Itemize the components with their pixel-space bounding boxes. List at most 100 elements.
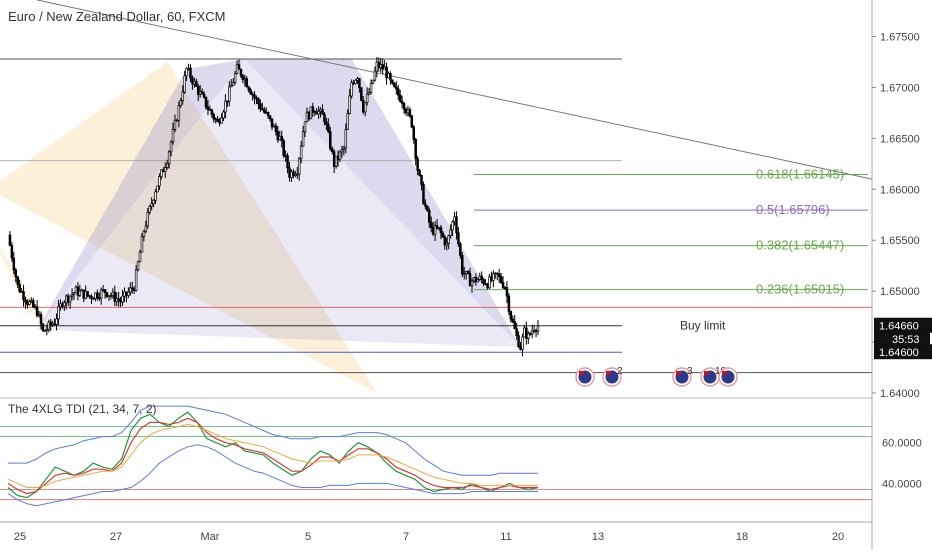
candle-body [503,287,507,289]
candle-body [82,289,85,299]
candle-body [216,118,219,122]
candle-body [449,229,452,237]
candle-body [305,111,309,123]
x-tick-label: 11 [500,531,511,543]
candle-body [420,174,423,185]
candle-body [517,335,520,348]
candle-body [290,171,293,178]
candle-body [109,295,113,297]
tdi-y-tick-label: 60.0000 [882,438,922,450]
candle-body [183,75,186,93]
candle-body [51,323,54,326]
nz-flag-icon[interactable] [718,367,738,387]
y-tick-label: 1.65000 [880,286,920,298]
candle-body [284,155,287,157]
marker-count: 3 [687,366,693,377]
candle-body [360,87,363,101]
candle-body [501,282,505,288]
candle-body [99,289,103,299]
candle-body [41,323,45,331]
candle-body [435,225,439,229]
y-tick-label: 1.66000 [880,184,920,196]
candle-body [72,292,76,295]
marker-flag-canton [676,371,681,375]
price-tag-label: 1.64660 [879,321,919,333]
candle-body [497,273,501,277]
candle-body [134,269,138,291]
candle-body [464,271,468,274]
candle-body [132,288,136,291]
x-tick-label: 25 [14,531,26,543]
candle-body [358,78,361,89]
candle-body [422,184,425,205]
candle-body [43,329,47,332]
candle-body [22,291,25,301]
candle-body [113,291,117,302]
candle-body [189,67,192,79]
candle-body [532,330,536,332]
candle-body [495,272,499,275]
candle-body [264,111,268,114]
candle-body [200,91,204,95]
candle-body [303,121,307,133]
candle-body [346,113,349,130]
candle-body [362,99,365,113]
candle-body [319,109,322,112]
x-tick-label: 27 [110,531,122,543]
candle-body [160,169,163,177]
candle-body [33,306,37,309]
x-tick-label: 5 [305,531,311,543]
candle-body [249,89,252,95]
trendline [37,0,873,180]
candle-body [334,155,338,167]
candle-body [513,321,516,330]
candle-body [505,287,509,297]
nz-flag-icon[interactable]: 3 [672,366,693,387]
candle-body [127,291,130,296]
candle-body [171,128,175,143]
chart-title: Euro / New Zealand Dollar, 60, FXCM [8,9,225,24]
candle-body [84,291,87,299]
candle-body [344,129,348,149]
candle-body [509,311,513,320]
candle-body [30,300,33,302]
event-markers[interactable]: 2310 [575,366,738,387]
candle-body [270,118,274,128]
nz-flag-icon[interactable] [575,367,595,387]
harmonic-purple-xab [37,58,245,330]
candle-body [220,117,223,124]
candle-body [389,73,392,81]
candle-body [416,158,419,171]
candle-body [439,227,443,234]
candle-body [410,115,414,128]
candle-body [317,110,320,115]
y-tick-label: 1.67000 [880,82,920,94]
candle-body [88,295,91,297]
candle-body [175,119,179,122]
candle-body [323,113,326,123]
candle-body [276,131,280,141]
candle-body [164,167,167,173]
candle-body [385,66,388,79]
candle-body [121,295,124,303]
candle-body [45,328,49,332]
indicator-title: The 4XLG TDI (21, 34, 7, 2) [8,402,157,416]
candle-body [443,236,447,246]
price-tag: 1.64600 [874,344,932,360]
nz-flag-icon[interactable]: 2 [602,366,623,387]
candle-body [412,126,416,140]
candle-body [18,284,21,293]
candle-body [208,109,212,111]
candle-body [177,105,181,121]
candle-body [365,93,369,103]
candle-body [119,300,122,303]
candle-body [445,242,449,246]
candle-body [237,64,241,70]
candle-body [400,101,404,104]
candle-body [321,109,324,115]
candle-body [530,330,534,335]
candle-body [251,93,254,96]
candle-body [150,203,153,207]
